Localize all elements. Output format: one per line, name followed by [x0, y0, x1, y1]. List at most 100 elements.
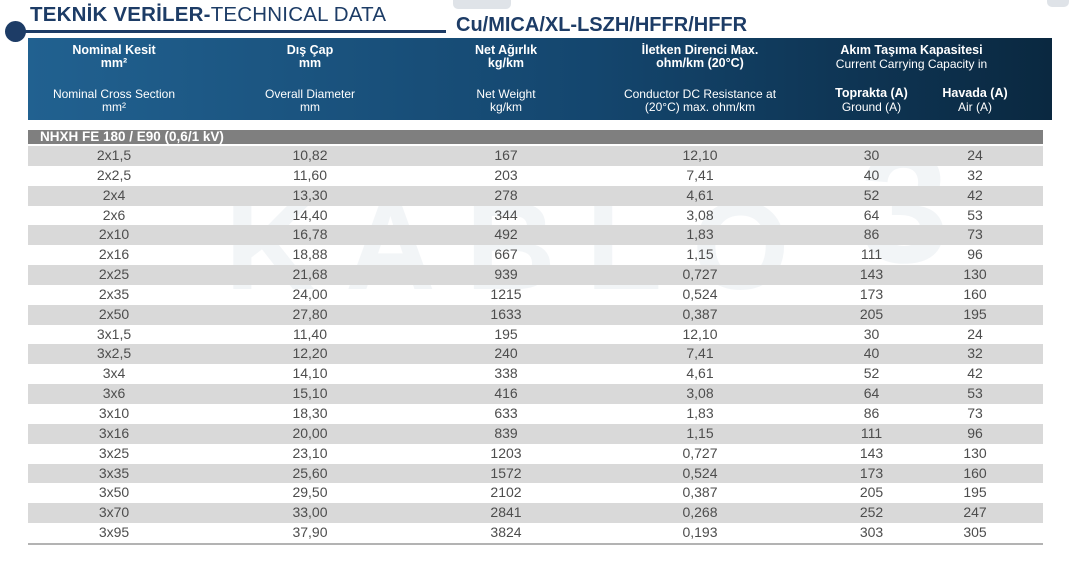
- table-cell: 1,15: [686, 246, 714, 263]
- table-cell: 839: [494, 424, 518, 441]
- table-cell: 2x50: [98, 305, 130, 322]
- table-cell: 12,20: [292, 345, 328, 362]
- table-cell: 53: [967, 385, 983, 402]
- table-cell: 53: [967, 206, 983, 223]
- column-unit-en: mm²: [102, 100, 126, 114]
- table-cell: 160: [963, 285, 987, 302]
- table-row: 2x50 27,80 1633 0,387 205 195: [28, 304, 1043, 325]
- table-cell: 205: [859, 305, 884, 322]
- table-cell: 86: [863, 404, 880, 421]
- table-cell: 12,10: [682, 325, 718, 342]
- table-row: 2x1,5 10,82 167 12,10 30 24: [28, 146, 1043, 166]
- table-row: 2x4 13,30 278 4,61 52 42: [28, 185, 1043, 206]
- column-label-tr: Havada (A): [942, 86, 1008, 100]
- table-cell: 3x50: [98, 484, 130, 501]
- table-cell: 2x4: [102, 186, 126, 203]
- table-cell: 2x35: [98, 285, 130, 302]
- table-cell: 7,41: [686, 345, 714, 362]
- table-cell: 25,60: [292, 464, 328, 481]
- table-row: 3x4 14,10 338 4,61 52 42: [28, 364, 1043, 384]
- table-cell: 3x1,5: [96, 325, 132, 342]
- table-cell: 20,00: [292, 424, 328, 441]
- capacity-label-tr: Akım Taşıma Kapasitesi: [840, 43, 983, 57]
- column-unit-tr: mm: [298, 56, 322, 70]
- table-cell: 14,40: [292, 206, 328, 223]
- table-cell: 12,10: [682, 147, 718, 163]
- table-cell: 21,68: [292, 266, 328, 283]
- table-cell: 1215: [490, 285, 522, 302]
- table-cell: 0,524: [682, 464, 718, 481]
- table-cell: 0,268: [682, 504, 718, 521]
- table-cell: 0,524: [682, 285, 718, 302]
- table-cell: 173: [859, 285, 884, 302]
- table-cell: 29,50: [292, 484, 328, 501]
- table-cell: 130: [963, 266, 987, 283]
- table-cell: 305: [963, 524, 987, 541]
- column-label-en: Overall Diameter: [264, 87, 356, 101]
- title-underline-rule: [14, 30, 446, 33]
- table-row: 2x2,5 11,60 203 7,41 40 32: [28, 166, 1043, 186]
- capacity-label-en: Current Carrying Capacity in: [835, 57, 988, 71]
- column-header-overall-diameter: Dış Çap mm Overall Diameter mm: [200, 43, 420, 114]
- table-cell: 0,727: [682, 444, 718, 461]
- table-cell: 3,08: [686, 385, 714, 402]
- page-title: TEKNİK VERİLER-TECHNICAL DATA: [30, 3, 386, 27]
- table-header: Nominal Kesit mm² Nominal Cross Section …: [28, 38, 1052, 120]
- table-cell: 32: [967, 345, 983, 362]
- table-cell: 111: [860, 424, 883, 441]
- table-cell: 37,90: [292, 524, 328, 541]
- table-cell: 1203: [490, 444, 522, 461]
- page-title-turkish: TEKNİK VERİLER-: [30, 3, 211, 26]
- column-header-nominal-cross-section: Nominal Kesit mm² Nominal Cross Section …: [28, 43, 200, 114]
- column-header-net-weight: Net Ağırlık kg/km Net Weight kg/km: [420, 43, 592, 114]
- column-label-en: Net Weight: [476, 87, 536, 101]
- table-cell: 633: [494, 404, 518, 421]
- table-cell: 30: [863, 147, 880, 163]
- table-cell: 86: [863, 226, 880, 243]
- section-header-cable-type: NHXH FE 180 / E90 (0,6/1 kV): [28, 130, 1043, 144]
- table-row: 3x50 29,50 2102 0,387 205 195: [28, 483, 1043, 503]
- table-cell: 52: [863, 186, 880, 203]
- column-unit-en: (20°C) max. ohm/km: [644, 100, 756, 114]
- table-cell: 2x16: [98, 246, 130, 263]
- table-cell: 13,30: [292, 186, 328, 203]
- table-cell: 32: [967, 166, 983, 183]
- column-unit-tr: kg/km: [487, 56, 525, 70]
- table-cell: 3,08: [686, 206, 714, 223]
- table-cell: 0,387: [682, 484, 718, 501]
- table-cell: 203: [494, 166, 518, 183]
- table-row: 3x10 18,30 633 1,83 86 73: [28, 404, 1043, 424]
- table-row: 3x35 25,60 1572 0,524 173 160: [28, 463, 1043, 484]
- table-cell: 24: [967, 147, 983, 163]
- table-row: 3x2,5 12,20 240 7,41 40 32: [28, 344, 1043, 365]
- table-cell: 23,10: [292, 444, 328, 461]
- table-cell: 96: [967, 246, 983, 263]
- table-cell: 130: [963, 444, 987, 461]
- table-cell: 11,40: [293, 325, 327, 342]
- table-row: 2x16 18,88 667 1,15 111 96: [28, 245, 1043, 265]
- table-cell: 18,88: [292, 246, 328, 263]
- table-cell: 2x1,5: [96, 147, 132, 163]
- table-cell: 42: [967, 186, 983, 203]
- table-cell: 338: [494, 365, 518, 382]
- column-header-ground: Toprakta (A) Ground (A): [808, 86, 935, 114]
- column-label-en: Air (A): [958, 100, 992, 114]
- table-cell: 42: [967, 365, 983, 382]
- top-edge-tab-decoration: [453, 0, 511, 9]
- table-cell: 3x4: [102, 365, 126, 382]
- column-label-en: Ground (A): [841, 100, 902, 114]
- table-cell: 2102: [490, 484, 522, 501]
- table-cell: 3x35: [98, 464, 130, 481]
- table-body: 2x1,5 10,82 167 12,10 30 24 2x2,5 11,60 203 7,41 4…: [28, 146, 1043, 545]
- column-header-air: Havada (A) Air (A): [935, 86, 1015, 114]
- table-cell: 0,193: [682, 524, 718, 541]
- table-row: 3x6 15,10 416 3,08 64 53: [28, 384, 1043, 404]
- top-edge-tab-decoration: [1047, 0, 1069, 7]
- table-cell: 40: [863, 345, 880, 362]
- table-cell: 2x25: [98, 266, 130, 283]
- table-cell: 195: [963, 305, 987, 322]
- table-cell: 195: [494, 325, 518, 342]
- column-unit-tr: mm²: [100, 56, 128, 70]
- table-cell: 143: [859, 444, 884, 461]
- table-cell: 3824: [490, 524, 522, 541]
